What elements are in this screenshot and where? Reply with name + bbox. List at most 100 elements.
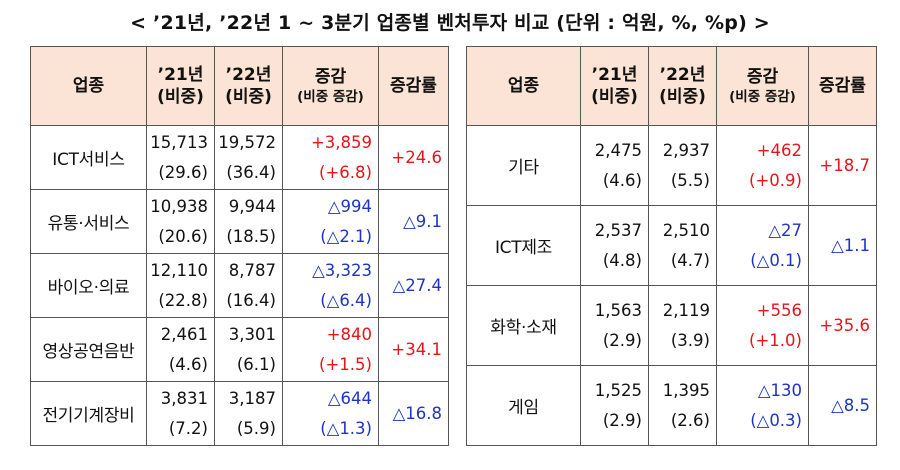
table-row: 영상공연음반 2,461 (4.6) 3,301 (6.1) +840 (+1.5) +34.… [30,317,449,382]
amount-2021: 2,475 [594,140,642,160]
change-value: △130 (△0.3) [716,365,809,446]
table-row: 게임 1,525 (2.9) 1,395 (2.6) △130 (△0.3) △8.5 [466,365,877,446]
amount-2021: 1,563 [594,300,642,320]
header-2022: ’22년 (비중) [214,46,283,126]
change-rate: △1.1 [808,205,877,286]
amount-2021: 2,537 [594,220,642,240]
change-rate: +24.6 [378,125,449,190]
change-rate: +35.6 [808,285,877,366]
share-2022: (2.6) [670,410,710,430]
amount-change: +840 [326,324,372,344]
share-change: (△2.1) [320,226,372,246]
amount-2021: 15,713 [150,132,208,152]
header-industry: 업종 [30,46,147,126]
change-rate: △27.4 [378,253,449,318]
amount-2022: 19,572 [218,132,276,152]
amount-change: △644 [327,388,372,408]
amount-change: +462 [756,140,802,160]
share-2022: (5.9) [236,418,276,438]
share-2022: (5.5) [670,170,710,190]
share-2021: (29.6) [158,162,208,182]
industry-name: 유통·서비스 [30,189,147,254]
share-2021: (4.6) [602,170,642,190]
share-2022: (6.1) [236,354,276,374]
header-change: 증감 (비중 증감) [716,46,809,126]
change-rate: △16.8 [378,381,449,446]
value-2022: 3,301 (6.1) [214,317,283,382]
share-2022: (16.4) [226,290,276,310]
amount-2022: 2,510 [662,220,710,240]
amount-change: △27 [768,220,802,240]
amount-2021: 12,110 [150,260,208,280]
share-change: (+1.5) [319,354,372,374]
share-change: (+6.8) [319,162,372,182]
value-2022: 2,510 (4.7) [648,205,717,286]
amount-change: +3,859 [310,132,372,152]
page-title: < ’21년, ’22년 1 ~ 3분기 업종별 벤처투자 비교 (단위 : 억… [130,12,770,34]
amount-2021: 1,525 [594,380,642,400]
value-2021: 15,713 (29.6) [146,125,215,190]
table-row: 화학·소재 1,563 (2.9) 2,119 (3.9) +556 (+1.0) +35.6 [466,285,877,366]
share-2021: (7.2) [168,418,208,438]
amount-change: +556 [756,300,802,320]
value-2021: 3,831 (7.2) [146,381,215,446]
value-2021: 1,563 (2.9) [580,285,649,366]
industry-table-left: 업종 ’21년 (비중) ’22년 (비중) 증감 (비중 증감) 증감률 ICT서비… [30,46,449,446]
change-rate: +34.1 [378,317,449,382]
change-value: △27 (△0.1) [716,205,809,286]
amount-change: △994 [327,196,372,216]
amount-2021: 10,938 [150,196,208,216]
industry-name: 기타 [466,125,581,206]
share-2021: (20.6) [158,226,208,246]
header-row: 업종 ’21년 (비중) ’22년 (비중) 증감 (비중 증감) 증감률 [30,46,449,126]
share-2021: (4.6) [168,354,208,374]
header-rate: 증감률 [808,46,877,126]
change-value: △644 (△1.3) [282,381,379,446]
amount-2022: 2,119 [662,300,710,320]
amount-2022: 2,937 [662,140,710,160]
share-change: (+1.0) [749,330,802,350]
change-value: +462 (+0.9) [716,125,809,206]
share-2021: (2.9) [602,330,642,350]
share-change: (△1.3) [320,418,372,438]
industry-table-right: 업종 ’21년 (비중) ’22년 (비중) 증감 (비중 증감) 증감률 기타 2,4… [466,46,877,446]
value-2022: 1,395 (2.6) [648,365,717,446]
change-rate: △8.5 [808,365,877,446]
table-row: 전기기계장비 3,831 (7.2) 3,187 (5.9) △644 (△1.3) △16.… [30,381,449,446]
amount-2022: 3,301 [228,324,276,344]
share-2021: (22.8) [158,290,208,310]
value-2021: 2,537 (4.8) [580,205,649,286]
amount-2021: 2,461 [160,324,208,344]
table-row: 유통·서비스 10,938 (20.6) 9,944 (18.5) △994 (△2.1) △… [30,189,449,254]
header-industry: 업종 [466,46,581,126]
amount-change: △130 [757,380,802,400]
industry-name: 게임 [466,365,581,446]
header-rate: 증감률 [378,46,449,126]
industry-name: ICT서비스 [30,125,147,190]
industry-name: ICT제조 [466,205,581,286]
value-2021: 10,938 (20.6) [146,189,215,254]
share-2022: (3.9) [670,330,710,350]
value-2022: 9,944 (18.5) [214,189,283,254]
value-2021: 2,475 (4.6) [580,125,649,206]
header-2021: ’21년 (비중) [146,46,215,126]
value-2022: 3,187 (5.9) [214,381,283,446]
industry-name: 영상공연음반 [30,317,147,382]
change-value: △3,323 (△6.4) [282,253,379,318]
change-value: △994 (△2.1) [282,189,379,254]
header-row: 업종 ’21년 (비중) ’22년 (비중) 증감 (비중 증감) 증감률 [466,46,877,126]
amount-change: △3,323 [312,260,372,280]
change-value: +3,859 (+6.8) [282,125,379,190]
amount-2022: 8,787 [228,260,276,280]
share-change: (△0.1) [750,250,802,270]
header-2021: ’21년 (비중) [580,46,649,126]
value-2022: 2,119 (3.9) [648,285,717,366]
table-row: ICT제조 2,537 (4.8) 2,510 (4.7) △27 (△0.1) △1.1 [466,205,877,286]
table-row: ICT서비스 15,713 (29.6) 19,572 (36.4) +3,859 (+6.… [30,125,449,190]
amount-2021: 3,831 [160,388,208,408]
industry-name: 바이오·의료 [30,253,147,318]
value-2021: 2,461 (4.6) [146,317,215,382]
change-value: +556 (+1.0) [716,285,809,366]
header-change: 증감 (비중 증감) [282,46,379,126]
share-change: (+0.9) [749,170,802,190]
